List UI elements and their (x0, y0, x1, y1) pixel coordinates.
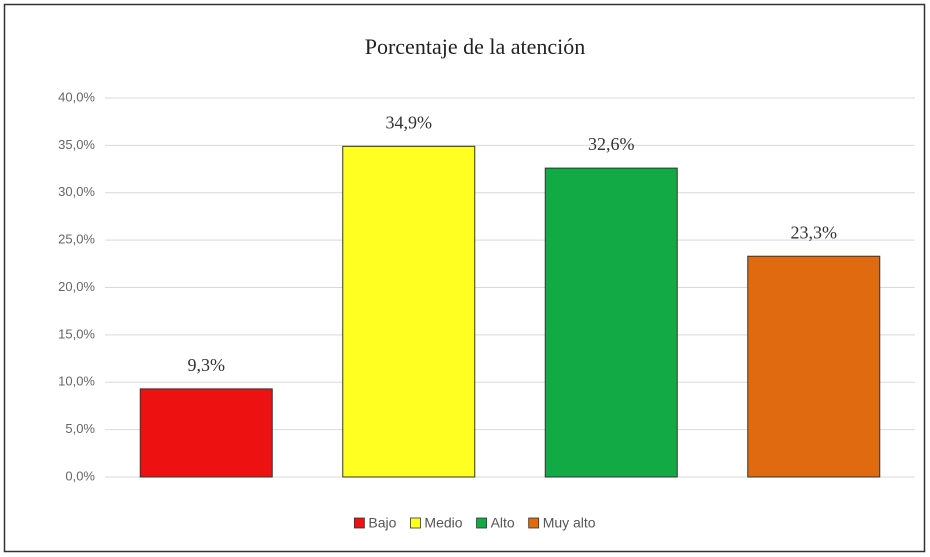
legend-label: Muy alto (543, 515, 596, 531)
data-label: 32,6% (588, 134, 635, 154)
y-tick-label: 20,0% (58, 279, 95, 294)
legend-swatch (410, 517, 421, 529)
bar (544, 167, 678, 478)
legend-swatch (476, 517, 487, 529)
y-tick-label: 0,0% (65, 468, 95, 483)
data-label: 23,3% (791, 222, 838, 242)
y-tick-label: 25,0% (58, 232, 95, 247)
bar (342, 145, 476, 478)
y-tick-label: 30,0% (58, 184, 95, 199)
data-label: 9,3% (188, 355, 226, 375)
y-tick-label: 5,0% (65, 421, 95, 436)
y-tick-label: 10,0% (58, 374, 95, 389)
legend-label: Alto (491, 515, 515, 531)
data-label: 34,9% (386, 112, 433, 132)
y-tick-label: 40,0% (58, 89, 95, 104)
legend-label: Bajo (368, 515, 396, 531)
legend-swatch (528, 517, 540, 529)
chart-title: Porcentaje de la atención (365, 34, 586, 59)
legend-swatch (353, 517, 365, 529)
y-tick-label: 15,0% (58, 326, 95, 341)
legend-label: Medio (424, 515, 462, 531)
bar (139, 388, 273, 478)
y-tick-label: 35,0% (58, 137, 95, 152)
bar (747, 255, 881, 478)
